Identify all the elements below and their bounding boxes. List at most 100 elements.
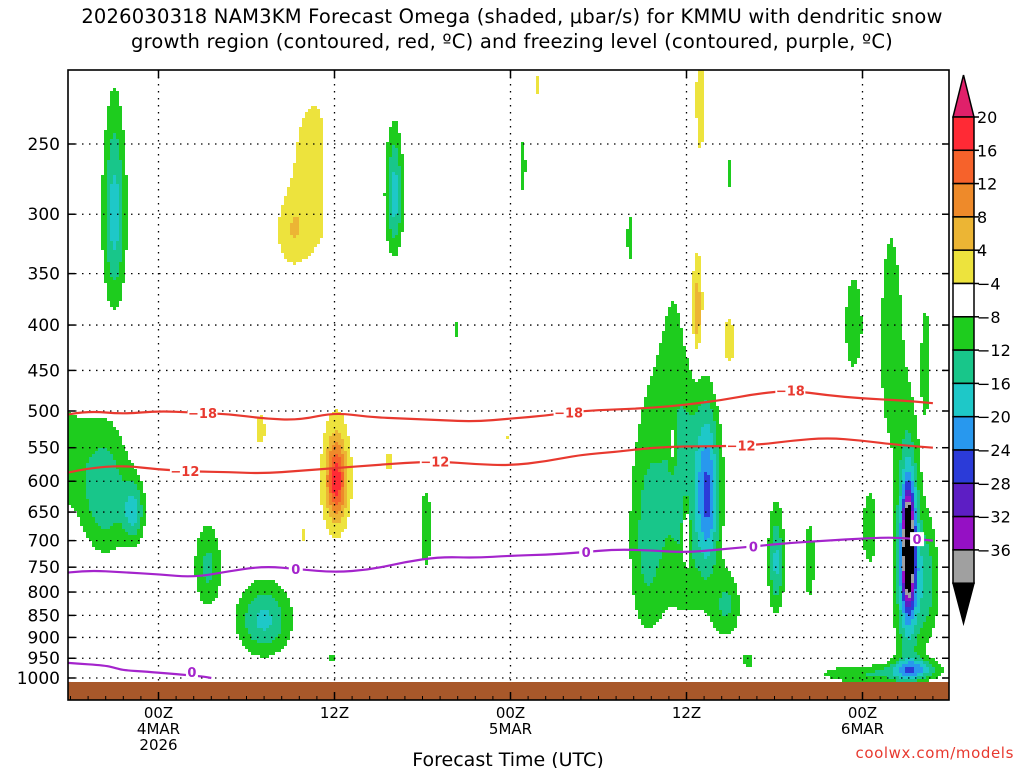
omega-cell [773, 502, 779, 505]
omega-cell [389, 205, 392, 208]
omega-cell [632, 580, 644, 583]
omega-cell [260, 415, 263, 418]
omega-cell [398, 175, 401, 178]
omega-cell [902, 529, 905, 532]
omega-cell [899, 616, 902, 619]
omega-cell [389, 190, 392, 193]
omega-cell [782, 580, 785, 583]
omega-cell [386, 178, 389, 181]
omega-cell [887, 253, 896, 256]
omega-cell [236, 628, 248, 631]
omega-cell [905, 433, 911, 436]
omega-cell [917, 637, 929, 640]
omega-cell [728, 613, 740, 616]
omega-cell [656, 364, 689, 367]
omega-cell [707, 556, 716, 559]
omega-cell [911, 589, 914, 592]
omega-cell [302, 124, 323, 127]
omega-cell [242, 643, 287, 646]
omega-cell [773, 580, 782, 583]
y-tick-label: 550 [28, 439, 60, 459]
colorbar-segment [952, 149, 975, 185]
omega-cell [890, 658, 899, 661]
omega-cell [326, 523, 347, 526]
omega-cell [779, 526, 782, 529]
omega-cell [716, 481, 719, 484]
omega-cell [719, 520, 725, 523]
omega-cell [932, 598, 938, 601]
omega-cell [905, 568, 914, 571]
omega-cell [848, 295, 860, 298]
omega-cell [716, 439, 722, 442]
omega-cell [716, 499, 719, 502]
omega-cell [398, 193, 401, 196]
omega-cell [326, 448, 332, 451]
omega-cell [905, 523, 911, 526]
omega-cell [914, 505, 917, 508]
omega-cell [884, 406, 914, 409]
omega-cell [257, 439, 263, 442]
omega-cell [725, 349, 734, 352]
omega-cell [905, 613, 908, 616]
omega-cell [695, 508, 698, 511]
omega-cell [392, 184, 398, 187]
omega-cell [662, 460, 668, 463]
omega-cell [905, 634, 911, 637]
omega-cell [326, 451, 329, 454]
omega-cell [638, 610, 665, 613]
omega-cell [197, 550, 221, 553]
omega-cell [290, 226, 299, 229]
omega-cell [899, 553, 902, 556]
omega-cell [119, 235, 122, 238]
omega-cell [668, 307, 677, 310]
omega-cell [389, 214, 392, 217]
omega-cell [908, 430, 917, 433]
omega-cell [401, 175, 404, 178]
omega-cell [299, 232, 323, 235]
omega-cell [713, 415, 719, 418]
omega-cell [329, 493, 332, 496]
omega-cell [881, 334, 902, 337]
omega-cell [125, 505, 137, 508]
omega-cell [107, 169, 122, 172]
omega-cell [662, 337, 683, 340]
omega-cell [923, 559, 932, 562]
omega-cell [638, 526, 680, 529]
dendritic-upper-label: −18 [776, 385, 805, 400]
omega-cell [638, 439, 671, 442]
omega-cell [716, 514, 719, 517]
omega-cell [689, 520, 692, 523]
omega-cell [638, 538, 665, 541]
omega-cell [698, 325, 701, 328]
colorbar-label: 8 [977, 208, 987, 227]
omega-cell [701, 433, 713, 436]
omega-cell [68, 475, 86, 478]
omega-cell [917, 565, 923, 568]
omega-cell [338, 490, 341, 493]
omega-cell [893, 613, 899, 616]
omega-cell [695, 301, 701, 304]
omega-cell [905, 514, 911, 517]
omega-cell [716, 523, 719, 526]
omega-cell [110, 148, 119, 151]
omega-cell [923, 580, 932, 583]
omega-cell [635, 454, 671, 457]
omega-cell [914, 442, 920, 445]
omega-cell [257, 433, 266, 436]
omega-cell [695, 292, 701, 295]
omega-cell [635, 607, 668, 610]
omega-cell [695, 298, 701, 301]
omega-cell [392, 235, 395, 238]
omega-cell [911, 637, 917, 640]
omega-cell [911, 475, 914, 478]
omega-cell [899, 505, 902, 508]
omega-cell [398, 199, 401, 202]
omega-cell [887, 676, 899, 679]
omega-cell [626, 232, 632, 235]
omega-cell [101, 226, 107, 229]
omega-cell [713, 568, 728, 571]
omega-cell [881, 313, 902, 316]
omega-cell [347, 454, 350, 457]
omega-cell [281, 625, 293, 628]
credit-link[interactable]: coolwx.com/models [855, 744, 1014, 762]
